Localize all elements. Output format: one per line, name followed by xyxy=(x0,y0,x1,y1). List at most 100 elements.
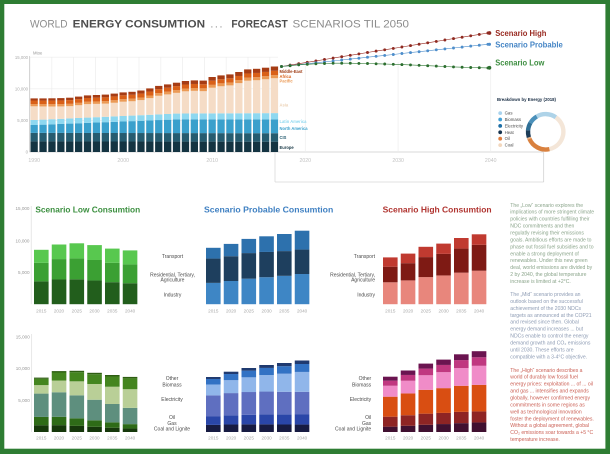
svg-text:Middle-East: Middle-East xyxy=(280,69,304,74)
svg-text:Biomass: Biomass xyxy=(505,117,521,122)
svg-text:Industry: Industry xyxy=(357,292,375,298)
svg-text:CIS: CIS xyxy=(280,135,287,140)
svg-text:Agriculture: Agriculture xyxy=(161,278,185,284)
svg-text:5,000: 5,000 xyxy=(18,270,30,275)
svg-text:2030: 2030 xyxy=(438,436,449,441)
svg-text:15,000: 15,000 xyxy=(15,206,29,211)
svg-text:10,000: 10,000 xyxy=(15,87,29,92)
svg-text:energy prices: exploitation ..: energy prices: exploitation ... of ... o… xyxy=(510,382,593,388)
svg-text:Industry: Industry xyxy=(164,292,182,298)
svg-text:2035: 2035 xyxy=(279,309,290,314)
svg-text:2015: 2015 xyxy=(208,436,219,441)
svg-text:globally, however confirmed en: globally, however confirmed energy xyxy=(510,396,590,402)
svg-text:and revised since then. Global: and revised since then. Global xyxy=(510,320,579,326)
svg-text:Electricity: Electricity xyxy=(350,397,372,403)
svg-text:NDC commitments and then: NDC commitments and then xyxy=(510,224,574,230)
svg-text:until 2030. These efforts are: until 2030. These efforts are xyxy=(510,347,573,353)
svg-text:Coal: Coal xyxy=(505,143,514,148)
svg-text:SCENARIOS TIL 2050: SCENARIOS TIL 2050 xyxy=(293,18,410,30)
svg-text:outlook based on the successfu: outlook based on the successful xyxy=(510,299,583,305)
svg-text:2035: 2035 xyxy=(107,309,118,314)
svg-text:Gas: Gas xyxy=(362,421,372,427)
svg-text:Scenario Probable Consumtion: Scenario Probable Consumtion xyxy=(204,205,333,215)
svg-text:2020: 2020 xyxy=(403,436,414,441)
svg-text:Heat: Heat xyxy=(505,130,515,135)
svg-text:2000: 2000 xyxy=(117,158,129,164)
svg-text:The „Mid“ scenario provides an: The „Mid“ scenario provides an xyxy=(510,292,580,298)
svg-text:10,000: 10,000 xyxy=(15,238,29,243)
svg-text:Oil: Oil xyxy=(365,415,371,421)
svg-text:Biomass: Biomass xyxy=(352,382,372,388)
svg-text:2025: 2025 xyxy=(72,436,83,441)
svg-text:Transport: Transport xyxy=(354,254,376,260)
svg-text:The „High“ scenario describes: The „High“ scenario describes a xyxy=(510,368,582,374)
svg-text:2020: 2020 xyxy=(226,309,237,314)
svg-text:regulatly revising their emiss: regulatly revising their emissions xyxy=(510,231,584,237)
svg-text:2020: 2020 xyxy=(403,309,414,314)
svg-text:Scenario High: Scenario High xyxy=(495,29,546,38)
svg-text:goals. Ambitious efforts are m: goals. Ambitious efforts are made to xyxy=(510,238,591,244)
svg-text:enable a strong deployment of: enable a strong deployment of xyxy=(510,251,579,257)
svg-text:2020: 2020 xyxy=(226,436,237,441)
svg-text:Pacific: Pacific xyxy=(280,79,294,84)
svg-text:Without a global agreement, gl: Without a global agreement, global xyxy=(510,423,589,429)
svg-text:Gas: Gas xyxy=(505,111,513,116)
svg-text:2040: 2040 xyxy=(485,158,497,164)
svg-text:2025: 2025 xyxy=(244,309,255,314)
svg-text:renewables. Under this new gre: renewables. Under this new green xyxy=(510,258,587,264)
svg-text:Scenario Low: Scenario Low xyxy=(495,59,545,68)
svg-text:Coal and Lignite: Coal and Lignite xyxy=(335,427,371,433)
svg-text:Electricity: Electricity xyxy=(161,397,183,403)
svg-text:2015: 2015 xyxy=(36,309,47,314)
svg-text:Latin America: Latin America xyxy=(280,119,308,124)
svg-text:The „Low“ scenario explores th: The „Low“ scenario explores the xyxy=(510,203,583,209)
svg-text:15,000: 15,000 xyxy=(15,55,29,60)
svg-text:compatible with a 3-4°C object: compatible with a 3-4°C objective. xyxy=(510,354,587,360)
svg-text:Residential, Tertiary,: Residential, Tertiary, xyxy=(150,272,195,278)
svg-text:2030: 2030 xyxy=(261,436,272,441)
svg-text:FORECAST: FORECAST xyxy=(231,18,288,30)
svg-text:2015: 2015 xyxy=(208,309,219,314)
svg-text:2 by 2040, the global temperat: 2 by 2040, the global temperature xyxy=(510,272,586,278)
svg-text:Scenario Probable: Scenario Probable xyxy=(495,41,563,50)
svg-text:Oil: Oil xyxy=(505,136,510,141)
svg-text:Agriculture: Agriculture xyxy=(351,278,375,284)
svg-text:2025: 2025 xyxy=(244,436,255,441)
svg-text:policies with countries fulfil: policies with countries fulfilling their xyxy=(510,217,590,223)
svg-text:2030: 2030 xyxy=(438,309,449,314)
svg-text:Breakdown by Energy (2018): Breakdown by Energy (2018) xyxy=(497,97,556,102)
svg-text:commitments in some regions as: commitments in some regions as xyxy=(510,402,585,408)
svg-text:WORLD: WORLD xyxy=(30,18,68,30)
svg-text:5,000: 5,000 xyxy=(17,118,28,123)
svg-text:deal, world emissions are divi: deal, world emissions are divided by xyxy=(510,265,592,271)
svg-text:Biomass: Biomass xyxy=(162,382,182,388)
svg-text:2040: 2040 xyxy=(474,436,485,441)
svg-text:2040: 2040 xyxy=(297,309,308,314)
svg-text:2010: 2010 xyxy=(206,158,218,164)
svg-text:2035: 2035 xyxy=(279,436,290,441)
svg-text:increase is limited at +2°C.: increase is limited at +2°C. xyxy=(510,279,571,285)
svg-text:Europe: Europe xyxy=(280,145,295,150)
svg-text:0: 0 xyxy=(26,150,29,155)
svg-text:2030: 2030 xyxy=(89,309,100,314)
svg-text:2040: 2040 xyxy=(297,436,308,441)
svg-text:10,000: 10,000 xyxy=(16,366,30,371)
svg-text:Africa: Africa xyxy=(280,74,292,79)
svg-text:implications of more stringent: implications of more stringent climate xyxy=(510,210,594,216)
svg-text:2025: 2025 xyxy=(72,309,83,314)
svg-text:NDCs enable to control the ene: NDCs enable to control the energy xyxy=(510,334,589,340)
svg-text:2020: 2020 xyxy=(300,158,312,164)
svg-text:energy demand increases ... bu: energy demand increases ... but xyxy=(510,327,583,333)
svg-text:2030: 2030 xyxy=(392,158,404,164)
svg-text:2035: 2035 xyxy=(456,436,467,441)
svg-text:15,000: 15,000 xyxy=(16,335,30,340)
svg-text:Scenario High Consumtion: Scenario High Consumtion xyxy=(383,205,492,215)
svg-text:Other: Other xyxy=(166,376,179,382)
svg-text:2035: 2035 xyxy=(456,309,467,314)
svg-text:CO₂ emissions soar towards a +: CO₂ emissions soar towards a +5 °C xyxy=(510,430,593,436)
svg-text:5,000: 5,000 xyxy=(18,398,30,403)
svg-text:Oil: Oil xyxy=(169,415,175,421)
svg-text:2040: 2040 xyxy=(125,436,136,441)
svg-text:Mtoe: Mtoe xyxy=(33,51,43,56)
svg-text:Residential, Tertiary,: Residential, Tertiary, xyxy=(330,272,375,278)
